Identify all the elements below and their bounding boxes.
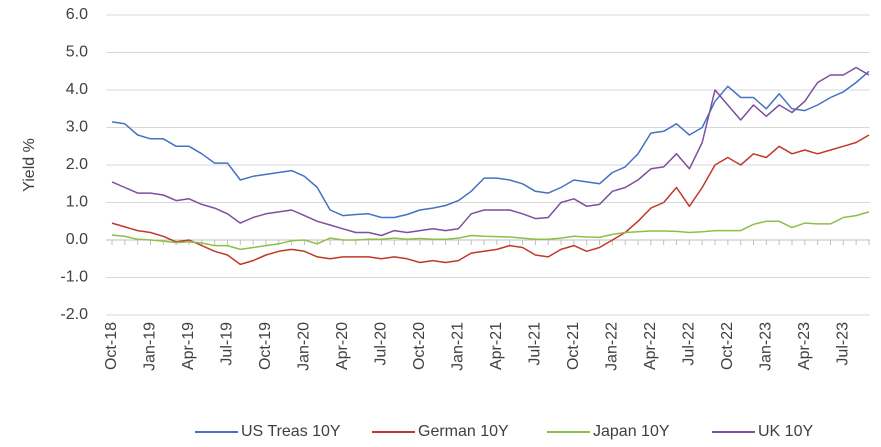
x-tick-label: Apr-22 <box>642 322 659 370</box>
y-tick-label: -1.0 <box>60 269 88 286</box>
x-tick-label: Jul-23 <box>835 322 852 366</box>
x-tick-label: Jan-21 <box>450 322 467 371</box>
series-line <box>111 66 870 237</box>
x-tick-label: Apr-20 <box>334 322 351 370</box>
legend-label: US Treas 10Y <box>241 423 341 440</box>
x-tick-label: Jul-21 <box>527 322 544 366</box>
y-tick-label: 3.0 <box>66 119 88 136</box>
y-tick-label: 2.0 <box>66 156 88 173</box>
x-tick-label: Jul-19 <box>219 322 236 366</box>
y-tick-label: 5.0 <box>66 44 88 61</box>
legend-label: Japan 10Y <box>593 423 670 440</box>
x-tick-label: Jan-23 <box>758 322 775 371</box>
y-tick-label: -2.0 <box>60 306 88 323</box>
x-tick-label: Oct-22 <box>719 322 736 370</box>
x-tick-label: Apr-19 <box>180 322 197 370</box>
x-tick-label: Apr-21 <box>488 322 505 370</box>
x-tick-label: Apr-23 <box>796 322 813 370</box>
legend-label: UK 10Y <box>758 423 813 440</box>
series-line <box>111 211 870 251</box>
x-tick-label: Oct-19 <box>257 322 274 370</box>
x-tick-label: Jan-22 <box>604 322 621 371</box>
x-tick-label: Jan-20 <box>296 322 313 371</box>
x-tick-label: Jul-20 <box>373 322 390 366</box>
x-tick-label: Oct-18 <box>103 322 120 370</box>
y-tick-label: 1.0 <box>66 194 88 211</box>
x-tick-label: Oct-21 <box>565 322 582 370</box>
x-tick-label: Jul-22 <box>681 322 698 366</box>
series-line <box>111 134 870 266</box>
series-line <box>111 70 870 219</box>
y-axis-label: Yield % <box>21 138 38 192</box>
y-tick-label: 0.0 <box>66 231 88 248</box>
y-tick-label: 6.0 <box>66 6 88 23</box>
legend-label: German 10Y <box>418 423 509 440</box>
y-tick-label: 4.0 <box>66 81 88 98</box>
x-tick-label: Oct-20 <box>411 322 428 370</box>
x-tick-label: Jan-19 <box>142 322 159 371</box>
